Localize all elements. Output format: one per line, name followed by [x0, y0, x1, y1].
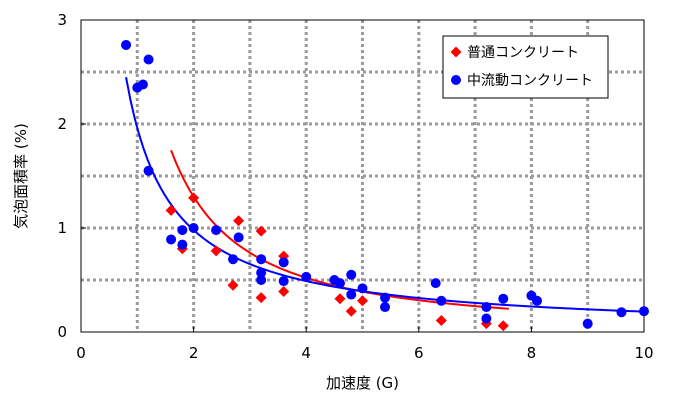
data-points	[121, 39, 649, 332]
legend-circle-icon	[451, 75, 461, 85]
y-tick-label: 1	[57, 219, 67, 237]
data-point-ordinary	[227, 279, 239, 291]
data-point-medium-fluidity	[430, 278, 441, 289]
x-tick-label: 2	[189, 344, 199, 362]
data-point-medium-fluidity	[357, 283, 368, 294]
legend-box	[442, 35, 609, 99]
data-point-medium-fluidity	[256, 267, 267, 278]
legend-label-ordinary-concrete: 普通コンクリート	[467, 45, 579, 61]
trend-curves	[125, 77, 645, 313]
data-point-medium-fluidity	[143, 165, 154, 176]
data-point-medium-fluidity	[616, 307, 627, 318]
data-point-ordinary	[334, 293, 346, 305]
data-point-medium-fluidity	[481, 313, 492, 324]
data-point-medium-fluidity	[256, 254, 267, 265]
legend-marker-circle	[451, 75, 461, 85]
data-point-medium-fluidity	[256, 275, 267, 285]
x-tick-label: 0	[76, 344, 86, 362]
data-point-ordinary	[255, 225, 267, 237]
data-point-medium-fluidity	[301, 271, 312, 282]
data-point-ordinary	[233, 215, 245, 227]
y-tick-label: 2	[57, 115, 67, 133]
data-point-medium-fluidity	[498, 293, 509, 304]
data-point-ordinary	[165, 204, 177, 216]
data-point-medium-fluidity	[233, 232, 244, 243]
data-point-medium-fluidity	[211, 225, 222, 236]
x-axis-title: 加速度 (G)	[326, 374, 399, 392]
data-point-medium-fluidity	[278, 276, 289, 287]
data-point-medium-fluidity	[188, 223, 199, 233]
data-point-medium-fluidity	[582, 318, 593, 329]
data-point-medium-fluidity	[481, 302, 492, 313]
data-point-medium-fluidity	[177, 225, 188, 236]
grid	[81, 20, 644, 332]
data-point-medium-fluidity	[380, 302, 391, 313]
data-point-ordinary	[255, 292, 267, 304]
data-point-medium-fluidity	[177, 239, 188, 250]
data-point-medium-fluidity	[121, 39, 132, 50]
data-point-medium-fluidity	[346, 269, 357, 280]
data-point-ordinary	[357, 295, 368, 307]
data-point-ordinary	[188, 192, 200, 204]
data-point-medium-fluidity	[137, 79, 148, 90]
x-tick-label: 10	[634, 344, 653, 362]
y-axis-title: 気泡面積率 (%)	[12, 123, 30, 229]
legend-diamond-icon	[450, 46, 462, 58]
data-point-medium-fluidity	[532, 295, 543, 306]
data-point-ordinary	[210, 245, 222, 257]
data-point-medium-fluidity	[346, 289, 357, 300]
data-point-ordinary	[278, 285, 290, 297]
data-point-medium-fluidity	[228, 254, 239, 265]
data-point-medium-fluidity	[380, 292, 391, 303]
x-tick-label: 4	[301, 344, 311, 362]
data-point-ordinary	[435, 315, 447, 327]
trend-curve-medium-fluidity	[125, 77, 645, 313]
legend-marker-diamond	[450, 46, 462, 58]
data-point-medium-fluidity	[334, 278, 345, 289]
data-point-medium-fluidity	[639, 306, 649, 317]
data-point-ordinary	[345, 305, 357, 317]
x-tick-label: 6	[414, 344, 424, 362]
axis-ticks: 0 2 4 6 8 10 0 1 2 3	[57, 11, 653, 362]
data-point-ordinary	[497, 320, 509, 332]
data-point-medium-fluidity	[166, 234, 177, 245]
data-point-medium-fluidity	[143, 54, 154, 65]
x-tick-label: 8	[527, 344, 537, 362]
y-tick-label: 3	[57, 11, 67, 29]
data-point-medium-fluidity	[436, 295, 447, 306]
legend-label-medium-fluidity-concrete: 中流動コンクリート	[467, 73, 593, 89]
y-tick-label: 0	[57, 323, 67, 341]
plot-area	[80, 19, 645, 333]
data-point-medium-fluidity	[278, 257, 289, 268]
legend: 普通コンクリート 中流動コンクリート	[442, 35, 609, 99]
